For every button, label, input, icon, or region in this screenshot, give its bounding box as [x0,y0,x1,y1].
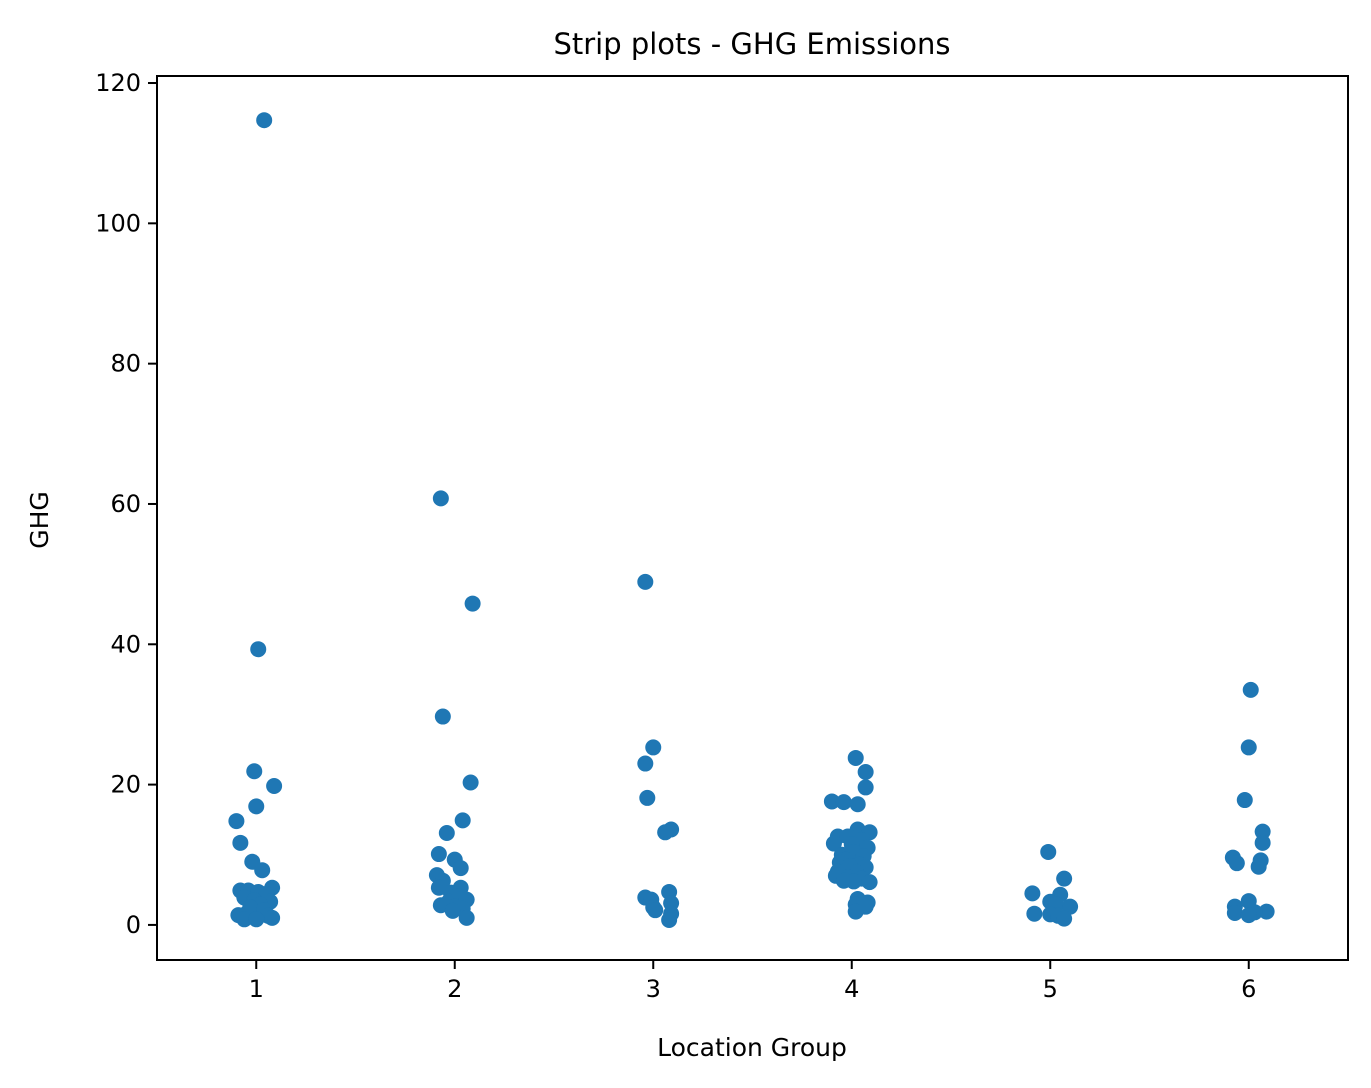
data-point [825,835,842,852]
y-axis-title: GHG [25,491,54,549]
data-point [657,824,674,841]
data-point [1026,905,1043,922]
y-tick-label: 100 [95,209,141,237]
data-point [1226,904,1243,921]
data-point [1240,907,1257,924]
data-point [256,112,273,129]
data-point [434,708,451,725]
data-point [637,573,654,590]
data-point [248,911,265,928]
data-point [1254,834,1271,851]
y-tick-label: 120 [95,69,141,97]
data-point [1040,843,1057,860]
data-point [444,902,461,919]
data-point [458,909,475,926]
data-point [432,490,449,507]
x-tick-label: 6 [1241,975,1256,1003]
data-point [1056,910,1073,927]
x-tick-label: 1 [249,975,264,1003]
data-point [454,812,471,829]
chart-title: Strip plots - GHG Emissions [553,27,950,61]
data-point [232,834,249,851]
data-point [847,903,864,920]
data-point [661,912,678,929]
data-point [857,779,874,796]
points-layer [228,112,1275,929]
data-point [645,739,662,756]
data-point [647,902,664,919]
data-point [228,813,245,830]
data-point [835,794,852,811]
data-point [823,793,840,810]
x-tick-label: 5 [1043,975,1058,1003]
data-point [1228,855,1245,872]
data-point [452,860,469,877]
data-point [264,909,281,926]
y-axis: 0 20 40 60 80 100 120 [95,69,157,939]
data-point [637,755,654,772]
y-tick-label: 60 [110,490,141,518]
data-point [847,749,864,766]
data-point [266,778,283,795]
data-point [430,846,447,863]
y-tick-label: 0 [126,911,141,939]
plot-frame [156,75,1349,961]
data-point [857,763,874,780]
data-point [462,774,479,791]
data-point [254,862,271,879]
data-point [845,873,862,890]
x-tick-label: 4 [844,975,859,1003]
data-point [438,825,455,842]
data-point [464,595,481,612]
data-point [639,789,656,806]
y-tick-label: 20 [110,771,141,799]
data-point [248,798,265,815]
data-point [236,911,253,928]
data-point [432,897,449,914]
x-tick-label: 2 [447,975,462,1003]
data-point [1240,739,1257,756]
data-point [246,763,263,780]
y-tick-label: 80 [110,350,141,378]
data-point [1242,681,1259,698]
data-point [250,641,267,658]
y-tick-label: 40 [110,630,141,658]
data-point [849,796,866,813]
x-axis: 1 2 3 4 5 6 [249,960,1256,1003]
data-point [1062,898,1079,915]
data-point [1254,823,1271,840]
x-axis-title: Location Group [657,1033,847,1062]
data-point [1250,858,1267,875]
data-point [861,874,878,891]
x-tick-label: 3 [646,975,661,1003]
data-point [1024,885,1041,902]
data-point [1056,870,1073,887]
data-point [1258,903,1275,920]
data-point [1236,792,1253,809]
